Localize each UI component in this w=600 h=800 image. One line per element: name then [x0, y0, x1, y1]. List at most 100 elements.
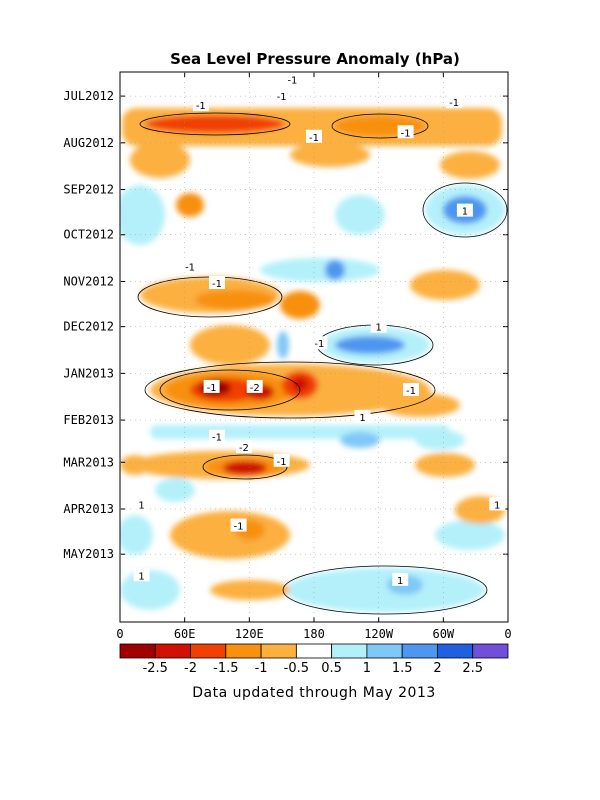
contour-label-bg — [273, 453, 290, 467]
colorbar-label: -1 — [255, 661, 268, 676]
colorbar-swatch — [225, 643, 262, 659]
contour-label-bg — [209, 275, 225, 289]
contour-label-bg — [397, 125, 414, 139]
anomaly-region — [145, 115, 285, 133]
contour-label-bg — [456, 203, 473, 217]
contour-labels: -1-1-1 -1-1 -11-1-11-1-1 -2 -11-1-2-11 1-11 1 — [133, 72, 506, 587]
contour-label-bg — [235, 440, 252, 454]
contour-label-bg — [354, 410, 371, 424]
anomaly-region — [260, 258, 380, 282]
contour-label: -1 — [314, 339, 324, 350]
contour-label-bg — [311, 336, 328, 350]
anomaly-region — [335, 195, 385, 235]
anomaly-region — [150, 425, 450, 439]
anomaly-region — [223, 461, 267, 475]
contour-line — [139, 112, 291, 136]
contour-label-bg — [182, 259, 199, 273]
y-tick-label: APR2013 — [63, 502, 114, 516]
x-axis: 0 60E 120E 180 120W 60W 0 — [116, 72, 512, 641]
x-tick-label: 60E — [174, 627, 196, 641]
footer-note: Data updated through May 2013 — [192, 685, 436, 701]
contour-label: -1 — [234, 522, 244, 533]
colorbar: -2.5 -2 -1.5 -1 -0.5 0.5 1 1.5 2 2.5 — [119, 643, 509, 676]
colorbar-swatch — [331, 643, 368, 659]
contour-label-bg — [446, 95, 463, 109]
contour-label: -1 — [277, 457, 287, 468]
anomaly-region — [277, 331, 289, 359]
y-tick-label: MAR2013 — [63, 455, 114, 469]
anomaly-region — [285, 568, 485, 612]
contour-line — [331, 113, 429, 139]
contour-label-bg — [246, 379, 263, 393]
anomaly-region — [120, 570, 180, 610]
colorbar-swatch — [154, 643, 191, 659]
colorbar-swatch — [295, 643, 333, 659]
contour-line — [144, 361, 436, 419]
colorbar-label: 0.5 — [321, 661, 342, 676]
contour-label-bg — [203, 379, 220, 393]
colorbar-swatch — [119, 643, 156, 659]
y-tick-label: JAN2013 — [63, 366, 114, 380]
colorbar-swatch — [190, 643, 227, 659]
contour-label-bg — [403, 382, 419, 396]
contour-label-bg — [284, 72, 301, 86]
y-tick-label: SEP2012 — [63, 183, 114, 197]
contour-label: -1 — [277, 92, 287, 103]
colorbar-label: -2 — [184, 661, 197, 676]
anomaly-region — [340, 432, 380, 448]
chart-title: Sea Level Pressure Anomaly (hPa) — [170, 50, 460, 68]
colorbar-label: -2.5 — [143, 661, 168, 676]
contour-label: 1 — [359, 413, 365, 424]
contour-label: -1 — [207, 383, 217, 394]
colorbar-swatch — [366, 643, 403, 659]
x-tick-label: 0 — [116, 627, 123, 641]
contour-label: -2 — [250, 383, 260, 394]
anomaly-region — [435, 520, 505, 550]
anomaly-region — [290, 143, 370, 167]
y-axis: JUL2012 AUG2012 SEP2012 OCT2012 NOV2012 DEC20… — [63, 89, 508, 561]
anomaly-region — [120, 515, 153, 555]
anomaly-region — [380, 393, 460, 417]
colorbar-swatch — [437, 643, 474, 659]
y-tick-label: OCT2012 — [63, 228, 114, 242]
anomaly-region — [280, 291, 320, 319]
colorbar-label: 1.5 — [392, 661, 413, 676]
contour-label: -1 — [185, 262, 195, 273]
anomaly-region — [190, 325, 270, 365]
y-tick-label: FEB2013 — [63, 413, 114, 427]
anomaly-region — [120, 455, 150, 475]
contour-label-bg — [370, 319, 387, 333]
anomaly-region — [415, 453, 475, 477]
contour-label: -1 — [212, 279, 222, 290]
anomaly-region — [170, 511, 290, 559]
contour-label-bg — [306, 129, 322, 143]
contour-label: -1 — [401, 128, 411, 139]
contour-label-bg — [192, 98, 209, 112]
y-tick-label: MAY2013 — [63, 547, 114, 561]
anomaly-region — [210, 580, 290, 600]
x-tick-label: 180 — [303, 627, 325, 641]
colorbar-swatch — [401, 643, 438, 659]
contour-label-bg — [209, 429, 225, 443]
colorbar-label: -1.5 — [213, 661, 238, 676]
contour-label-bg — [133, 497, 150, 511]
y-tick-label: NOV2012 — [63, 274, 114, 288]
contour-label-bg — [489, 497, 506, 511]
anomaly-region — [130, 142, 190, 178]
contour-label: 1 — [138, 500, 144, 511]
x-tick-label: 0 — [504, 627, 511, 641]
contour-label: -1 — [406, 386, 416, 397]
contour-label: -1 — [287, 76, 297, 87]
contour-label: -1 — [212, 433, 222, 444]
contour-label: 1 — [397, 576, 403, 587]
colorbar-swatch — [472, 643, 509, 659]
colorbar-label: 1 — [363, 661, 371, 676]
anomaly-region — [325, 260, 345, 280]
anomaly-region — [410, 270, 480, 300]
contour-label: -2 — [239, 443, 249, 454]
colorbar-label: -0.5 — [284, 661, 309, 676]
contour-line — [202, 454, 288, 480]
contour-label-bg — [392, 572, 409, 586]
anomaly-region — [440, 151, 500, 179]
